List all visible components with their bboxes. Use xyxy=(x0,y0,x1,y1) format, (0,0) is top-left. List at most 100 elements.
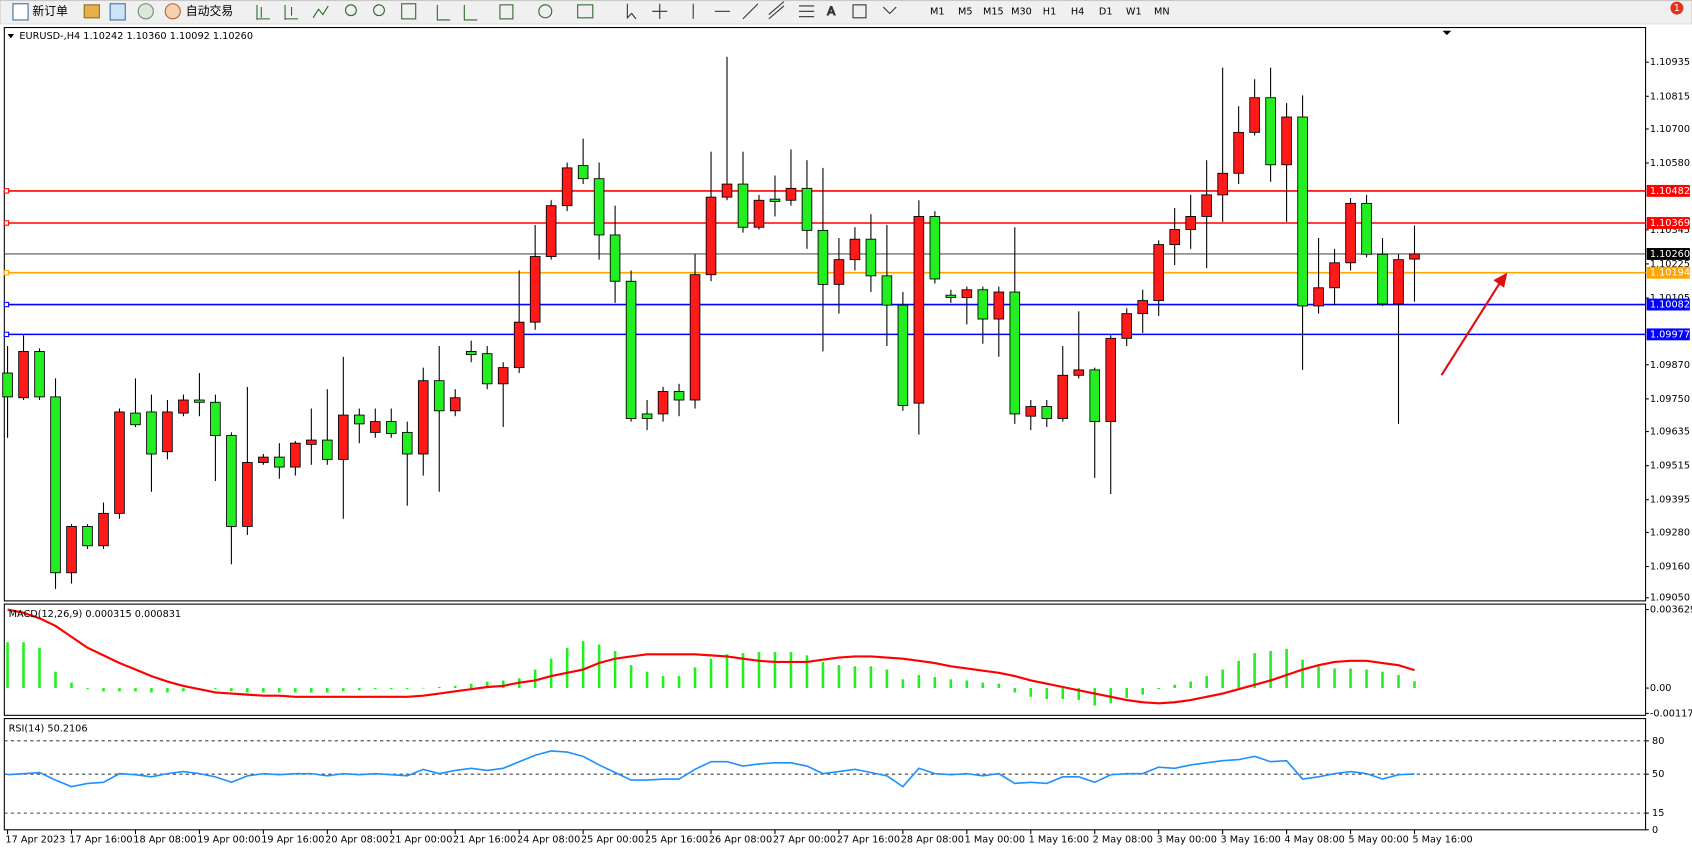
x-tick-label: 17 Apr 16:00 xyxy=(69,835,132,846)
candle-body xyxy=(1249,97,1260,133)
rsi-title: RSI(14) 50.2106 xyxy=(9,723,88,734)
candle-body xyxy=(449,397,461,412)
trendline-icon[interactable] xyxy=(742,3,759,20)
arrows-tool-icon[interactable] xyxy=(882,6,897,15)
auto-trading-icon[interactable] xyxy=(164,3,181,20)
auto-trading-button[interactable]: 自动交易 xyxy=(186,4,233,18)
macd-histogram-bar xyxy=(214,688,217,690)
macd-histogram-bar xyxy=(1061,688,1065,699)
candle-body xyxy=(785,187,797,201)
candle-body xyxy=(833,259,845,285)
price-tag xyxy=(1646,328,1690,341)
level-handle xyxy=(3,331,10,338)
candle-body xyxy=(577,165,589,180)
x-tick-label: 1 May 00:00 xyxy=(965,835,1025,846)
timeframe-button[interactable]: H1 xyxy=(1043,6,1056,17)
macd-histogram-bar xyxy=(965,680,969,689)
timeframe-bar: M1 M5 M15 M30 H1 H4 D1 W1 MN xyxy=(930,6,1170,17)
macd-histogram-bar xyxy=(805,655,809,689)
toolbar-icon[interactable] xyxy=(137,3,154,20)
chart-tool-icons[interactable] xyxy=(256,3,594,21)
timeframe-button[interactable]: M15 xyxy=(983,6,1004,17)
timeframe-button[interactable]: H4 xyxy=(1071,6,1084,17)
macd-histogram-bar xyxy=(118,688,121,692)
macd-histogram-bar xyxy=(38,647,41,689)
macd-histogram-bar xyxy=(166,688,169,693)
macd-histogram-bar xyxy=(182,688,185,692)
macd-histogram-bar xyxy=(326,688,329,693)
price-tag-label: 1.09977 xyxy=(1650,329,1690,340)
macd-histogram-bar xyxy=(1317,666,1320,689)
x-tick-label: 17 Apr 2023 xyxy=(5,835,65,846)
candle-body xyxy=(226,435,237,527)
template-icon[interactable] xyxy=(577,4,594,19)
y-tick-label: 80 xyxy=(1652,736,1664,747)
timeframe-button[interactable]: W1 xyxy=(1126,6,1142,17)
y-tick-label: 1.10700 xyxy=(1650,124,1690,135)
price-tag xyxy=(1646,266,1690,279)
timeframe-button[interactable]: M5 xyxy=(958,6,973,17)
macd-histogram-bar xyxy=(1269,651,1272,689)
scroll-icon[interactable] xyxy=(436,4,478,21)
macd-histogram-bar xyxy=(869,666,873,689)
text-tool-icon[interactable]: A xyxy=(827,3,837,18)
new-order-icon[interactable] xyxy=(12,3,29,21)
fibonacci-icon[interactable] xyxy=(799,5,815,18)
line-chart-icon[interactable] xyxy=(312,5,329,19)
candle-body xyxy=(641,413,653,419)
candle-body xyxy=(1217,172,1228,196)
tile-icon[interactable] xyxy=(401,3,417,20)
bar-chart-icon[interactable] xyxy=(256,4,270,20)
macd-histogram-bar xyxy=(549,658,553,689)
candle-body xyxy=(721,183,733,198)
toolbar-icon[interactable] xyxy=(83,4,100,19)
timeframe-button[interactable]: MN xyxy=(1154,6,1170,17)
candle-body xyxy=(865,238,877,277)
macd-histogram-bar xyxy=(310,688,313,693)
drawing-tool-icons[interactable]: A xyxy=(626,1,897,20)
candle-body xyxy=(1121,313,1133,339)
label-tool-icon[interactable] xyxy=(852,4,867,19)
candle-body xyxy=(1169,229,1180,246)
macd-title: MACD(12,26,9) 0.000315 0.000831 xyxy=(9,609,181,620)
y-tick-label: 1.10225 xyxy=(1650,259,1690,270)
timeframe-button[interactable]: M1 xyxy=(930,6,945,17)
candle-body xyxy=(98,512,109,547)
x-tick-label: 26 Apr 08:00 xyxy=(709,835,772,846)
y-tick-label: 1.09750 xyxy=(1650,394,1690,405)
candle-body xyxy=(1393,259,1404,305)
candle-body xyxy=(178,399,189,414)
macd-histogram-bar xyxy=(741,653,745,689)
macd-histogram-bar xyxy=(262,688,265,693)
new-order-button[interactable]: 新订单 xyxy=(32,4,68,18)
zoom-out-icon[interactable] xyxy=(373,4,385,17)
arrow-shaft xyxy=(1440,280,1502,376)
level-handle xyxy=(3,220,10,226)
x-tick-label: 21 Apr 16:00 xyxy=(453,835,516,846)
macd-histogram-bar xyxy=(501,680,505,689)
candle-body xyxy=(66,526,77,574)
indicator-icon[interactable] xyxy=(499,4,514,20)
toolbar-icon[interactable] xyxy=(109,3,126,21)
x-tick-label: 3 May 16:00 xyxy=(1220,835,1280,846)
y-tick-label: 1.09515 xyxy=(1650,461,1690,472)
channel-icon[interactable] xyxy=(768,1,785,20)
candle-chart-icon[interactable] xyxy=(284,4,299,20)
candle-body xyxy=(673,391,685,401)
timeframe-button[interactable]: M30 xyxy=(1011,6,1032,17)
y-tick-label: 1.10935 xyxy=(1650,57,1690,68)
x-tick-label: 28 Apr 08:00 xyxy=(901,835,964,846)
macd-histogram-bar xyxy=(565,647,569,689)
zoom-in-icon[interactable] xyxy=(344,4,357,17)
cursor-icon[interactable] xyxy=(626,3,637,20)
crosshair-icon[interactable] xyxy=(652,3,668,19)
notification-badge[interactable] xyxy=(1670,1,1684,15)
candle-body xyxy=(1057,374,1069,419)
macd-histogram-bar xyxy=(837,665,841,689)
candle-body xyxy=(433,380,445,412)
macd-histogram-bar xyxy=(485,681,489,689)
timeframe-button[interactable]: D1 xyxy=(1099,6,1113,17)
price-panel xyxy=(3,26,1647,602)
period-icon[interactable] xyxy=(538,4,553,19)
